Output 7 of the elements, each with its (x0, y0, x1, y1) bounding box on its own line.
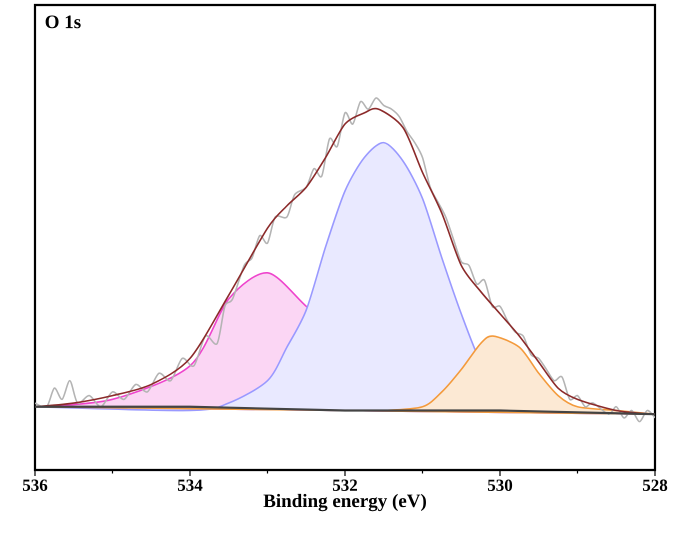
x-tick-label: 532 (332, 480, 358, 491)
x-axis-title: Binding energy (eV) (264, 494, 426, 512)
x-tick-label: 530 (488, 480, 512, 491)
x-tick-label: 528 (642, 480, 668, 491)
x-tick-label: 536 (22, 480, 48, 491)
x-tick-label: 534 (178, 480, 202, 491)
chart-title: O 1s (46, 15, 81, 28)
